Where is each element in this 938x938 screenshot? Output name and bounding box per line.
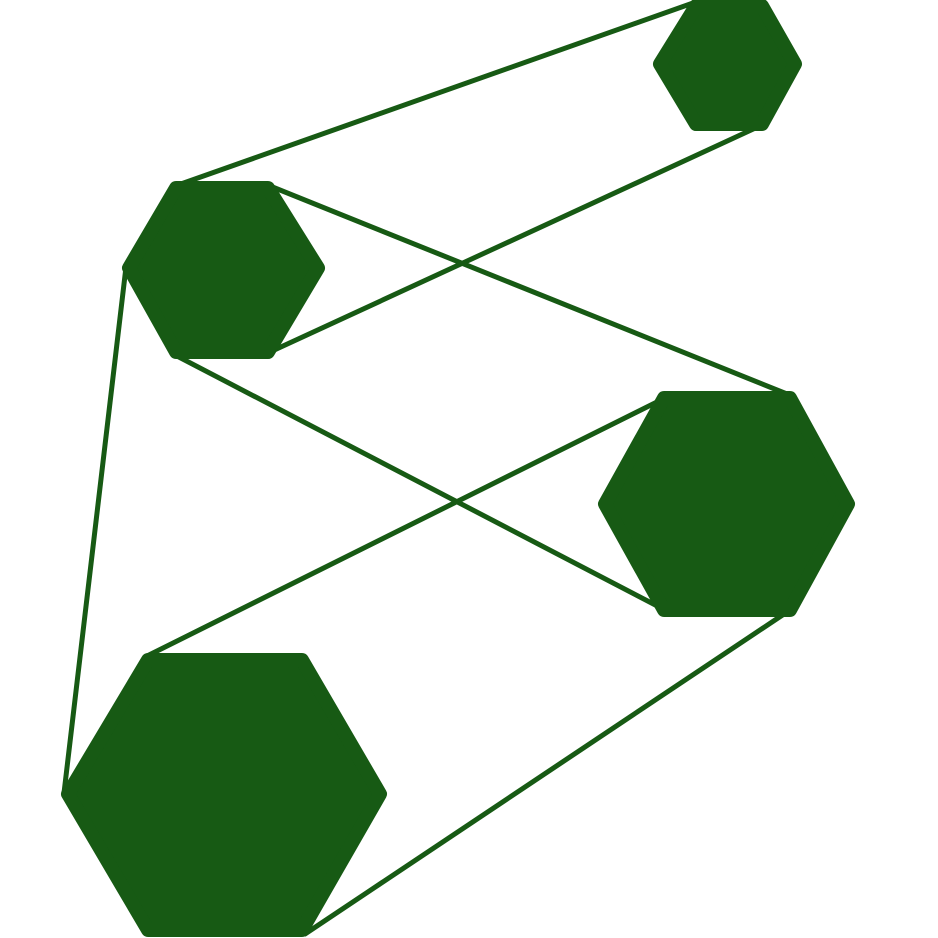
hexagon-nodes bbox=[61, 0, 855, 937]
hexagon-icon bbox=[122, 181, 325, 359]
hexagon-icon bbox=[61, 653, 387, 937]
belt-lines bbox=[61, 0, 795, 937]
hexagon-icon bbox=[598, 391, 855, 617]
belt-line-left-bottom-to-right-bottom bbox=[172, 352, 668, 613]
belt-line-bottom-to-right-bottom bbox=[302, 609, 790, 937]
belt-line-left-top-to-right-middle bbox=[267, 183, 795, 399]
belt-line-bottom-left-to-right-middle bbox=[142, 395, 668, 660]
hexagon-icon bbox=[653, 0, 802, 131]
belt-line-left-bottom-to-top-right bbox=[267, 122, 765, 355]
belt-line-top-left-to-top-right bbox=[175, 0, 696, 188]
belt-line-left-to-bottom-left bbox=[61, 264, 129, 796]
